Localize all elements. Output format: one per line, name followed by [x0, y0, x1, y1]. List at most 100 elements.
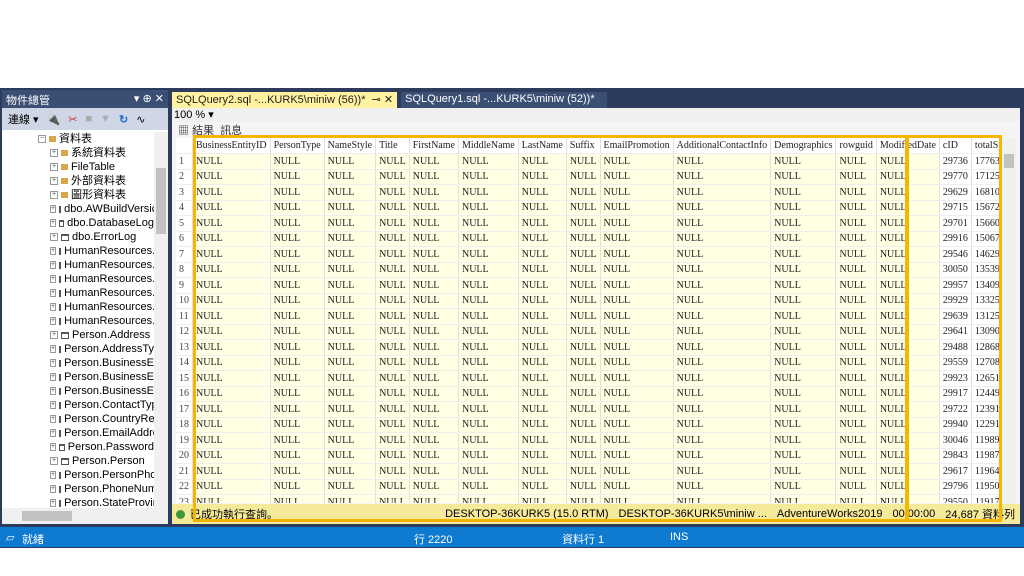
expand-icon[interactable]: + — [50, 485, 57, 493]
cell[interactable]: NULL — [770, 386, 837, 402]
column-header[interactable]: ModifiedDate — [876, 138, 940, 154]
cell[interactable]: NULL — [409, 262, 459, 278]
cell[interactable]: NULL — [192, 231, 271, 247]
cell[interactable]: NULL — [375, 293, 410, 309]
cell[interactable]: NULL — [324, 479, 377, 495]
cell[interactable]: NULL — [409, 293, 459, 309]
row-number[interactable]: 21 — [176, 463, 193, 480]
cell[interactable]: NULL — [770, 448, 837, 464]
tree-item[interactable]: + 外部資料表 — [50, 175, 126, 187]
tree-item[interactable]: + HumanResources.I — [50, 245, 154, 257]
cell[interactable]: NULL — [673, 370, 772, 387]
cell[interactable]: NULL — [600, 184, 674, 201]
refresh-icon[interactable]: ↻ — [119, 113, 129, 126]
column-header[interactable]: AdditionalContactInfo — [673, 138, 772, 154]
cell[interactable]: NULL — [770, 153, 837, 170]
cell[interactable]: NULL — [566, 200, 601, 216]
tree-vertical-scrollbar[interactable] — [154, 132, 168, 508]
cell[interactable]: NULL — [192, 200, 271, 216]
cell[interactable]: NULL — [770, 370, 837, 387]
cell[interactable]: NULL — [375, 246, 410, 263]
cell-totalspent[interactable]: 119175.9030 — [971, 494, 1002, 503]
cell[interactable]: NULL — [673, 153, 772, 170]
cell[interactable]: NULL — [192, 153, 271, 170]
cell-cid[interactable]: 29843 — [939, 448, 972, 464]
cell[interactable]: NULL — [409, 308, 459, 325]
cell[interactable]: NULL — [566, 184, 601, 201]
cell[interactable]: NULL — [270, 448, 325, 464]
column-header[interactable]: Suffix — [566, 138, 601, 154]
tree-item[interactable]: + Person.Person — [50, 455, 145, 467]
cell[interactable]: NULL — [324, 169, 377, 185]
tab-messages[interactable]: 訊息 — [220, 125, 243, 137]
cell[interactable]: NULL — [835, 231, 877, 247]
cell[interactable]: NULL — [600, 246, 674, 263]
cell[interactable]: NULL — [375, 169, 410, 185]
tree-item[interactable]: + Person.AddressTyp — [50, 343, 154, 355]
cell[interactable]: NULL — [270, 355, 325, 371]
cell[interactable]: NULL — [324, 308, 377, 325]
cell[interactable]: NULL — [458, 370, 519, 387]
cell[interactable]: NULL — [518, 215, 567, 232]
column-header[interactable]: PersonType — [270, 138, 325, 154]
cell[interactable]: NULL — [673, 231, 772, 247]
cell[interactable]: NULL — [566, 153, 601, 170]
cell[interactable]: NULL — [876, 417, 940, 433]
cell[interactable]: NULL — [600, 448, 674, 464]
cell[interactable]: NULL — [876, 262, 940, 278]
cell[interactable]: NULL — [324, 293, 377, 309]
cell[interactable]: NULL — [600, 463, 674, 480]
cell[interactable]: NULL — [876, 479, 940, 495]
expand-icon[interactable]: + — [50, 331, 58, 339]
cell[interactable]: NULL — [600, 386, 674, 402]
cell[interactable]: NULL — [458, 479, 519, 495]
cell[interactable]: NULL — [673, 169, 772, 185]
cell[interactable]: NULL — [270, 386, 325, 402]
cell[interactable]: NULL — [518, 355, 567, 371]
pin-icon[interactable]: ⊸ — [371, 94, 381, 106]
cell[interactable]: NULL — [409, 169, 459, 185]
cell[interactable]: NULL — [600, 339, 674, 356]
cell[interactable]: NULL — [192, 277, 271, 294]
cell-cid[interactable]: 29559 — [939, 355, 972, 371]
zoom-selector[interactable]: 100 % ▾ — [172, 108, 1020, 122]
cell[interactable]: NULL — [192, 417, 271, 433]
tree-item[interactable]: + Person.StateProvir — [50, 497, 154, 508]
column-header[interactable]: Demographics — [770, 138, 837, 154]
cell[interactable]: NULL — [375, 231, 410, 247]
row-number[interactable]: 20 — [176, 448, 193, 464]
cell[interactable]: NULL — [270, 169, 325, 185]
column-header[interactable]: Title — [375, 138, 410, 154]
tree-item[interactable]: + HumanResources.S — [50, 315, 154, 327]
cell[interactable]: NULL — [192, 432, 271, 449]
tree-item[interactable]: + HumanResources.I — [50, 273, 154, 285]
expand-icon[interactable]: + — [50, 303, 57, 311]
cell[interactable]: NULL — [375, 432, 410, 449]
expand-icon[interactable]: + — [50, 345, 57, 353]
cell[interactable]: NULL — [566, 324, 601, 340]
row-number[interactable]: 7 — [176, 246, 193, 263]
row-number[interactable]: 12 — [176, 324, 193, 340]
row-number[interactable]: 4 — [176, 200, 193, 216]
row-number[interactable]: 17 — [176, 401, 193, 418]
cell[interactable]: NULL — [192, 370, 271, 387]
column-header[interactable]: MiddleName — [458, 138, 519, 154]
cell[interactable]: NULL — [518, 479, 567, 495]
cell[interactable]: NULL — [375, 494, 410, 503]
cell[interactable]: NULL — [673, 339, 772, 356]
cell[interactable]: NULL — [518, 246, 567, 263]
cell[interactable]: NULL — [518, 262, 567, 278]
grid-vertical-scrollbar[interactable] — [1002, 138, 1016, 503]
cell[interactable]: NULL — [409, 246, 459, 263]
tree-item[interactable]: + dbo.DatabaseLog — [50, 217, 154, 229]
cell[interactable]: NULL — [566, 231, 601, 247]
cell[interactable]: NULL — [375, 153, 410, 170]
cell[interactable]: NULL — [270, 479, 325, 495]
cell[interactable]: NULL — [566, 432, 601, 449]
expand-icon[interactable]: + — [50, 359, 57, 367]
cell-cid[interactable]: 29796 — [939, 479, 972, 495]
cell[interactable]: NULL — [876, 200, 940, 216]
cell[interactable]: NULL — [835, 355, 877, 371]
cell[interactable]: NULL — [518, 277, 567, 294]
